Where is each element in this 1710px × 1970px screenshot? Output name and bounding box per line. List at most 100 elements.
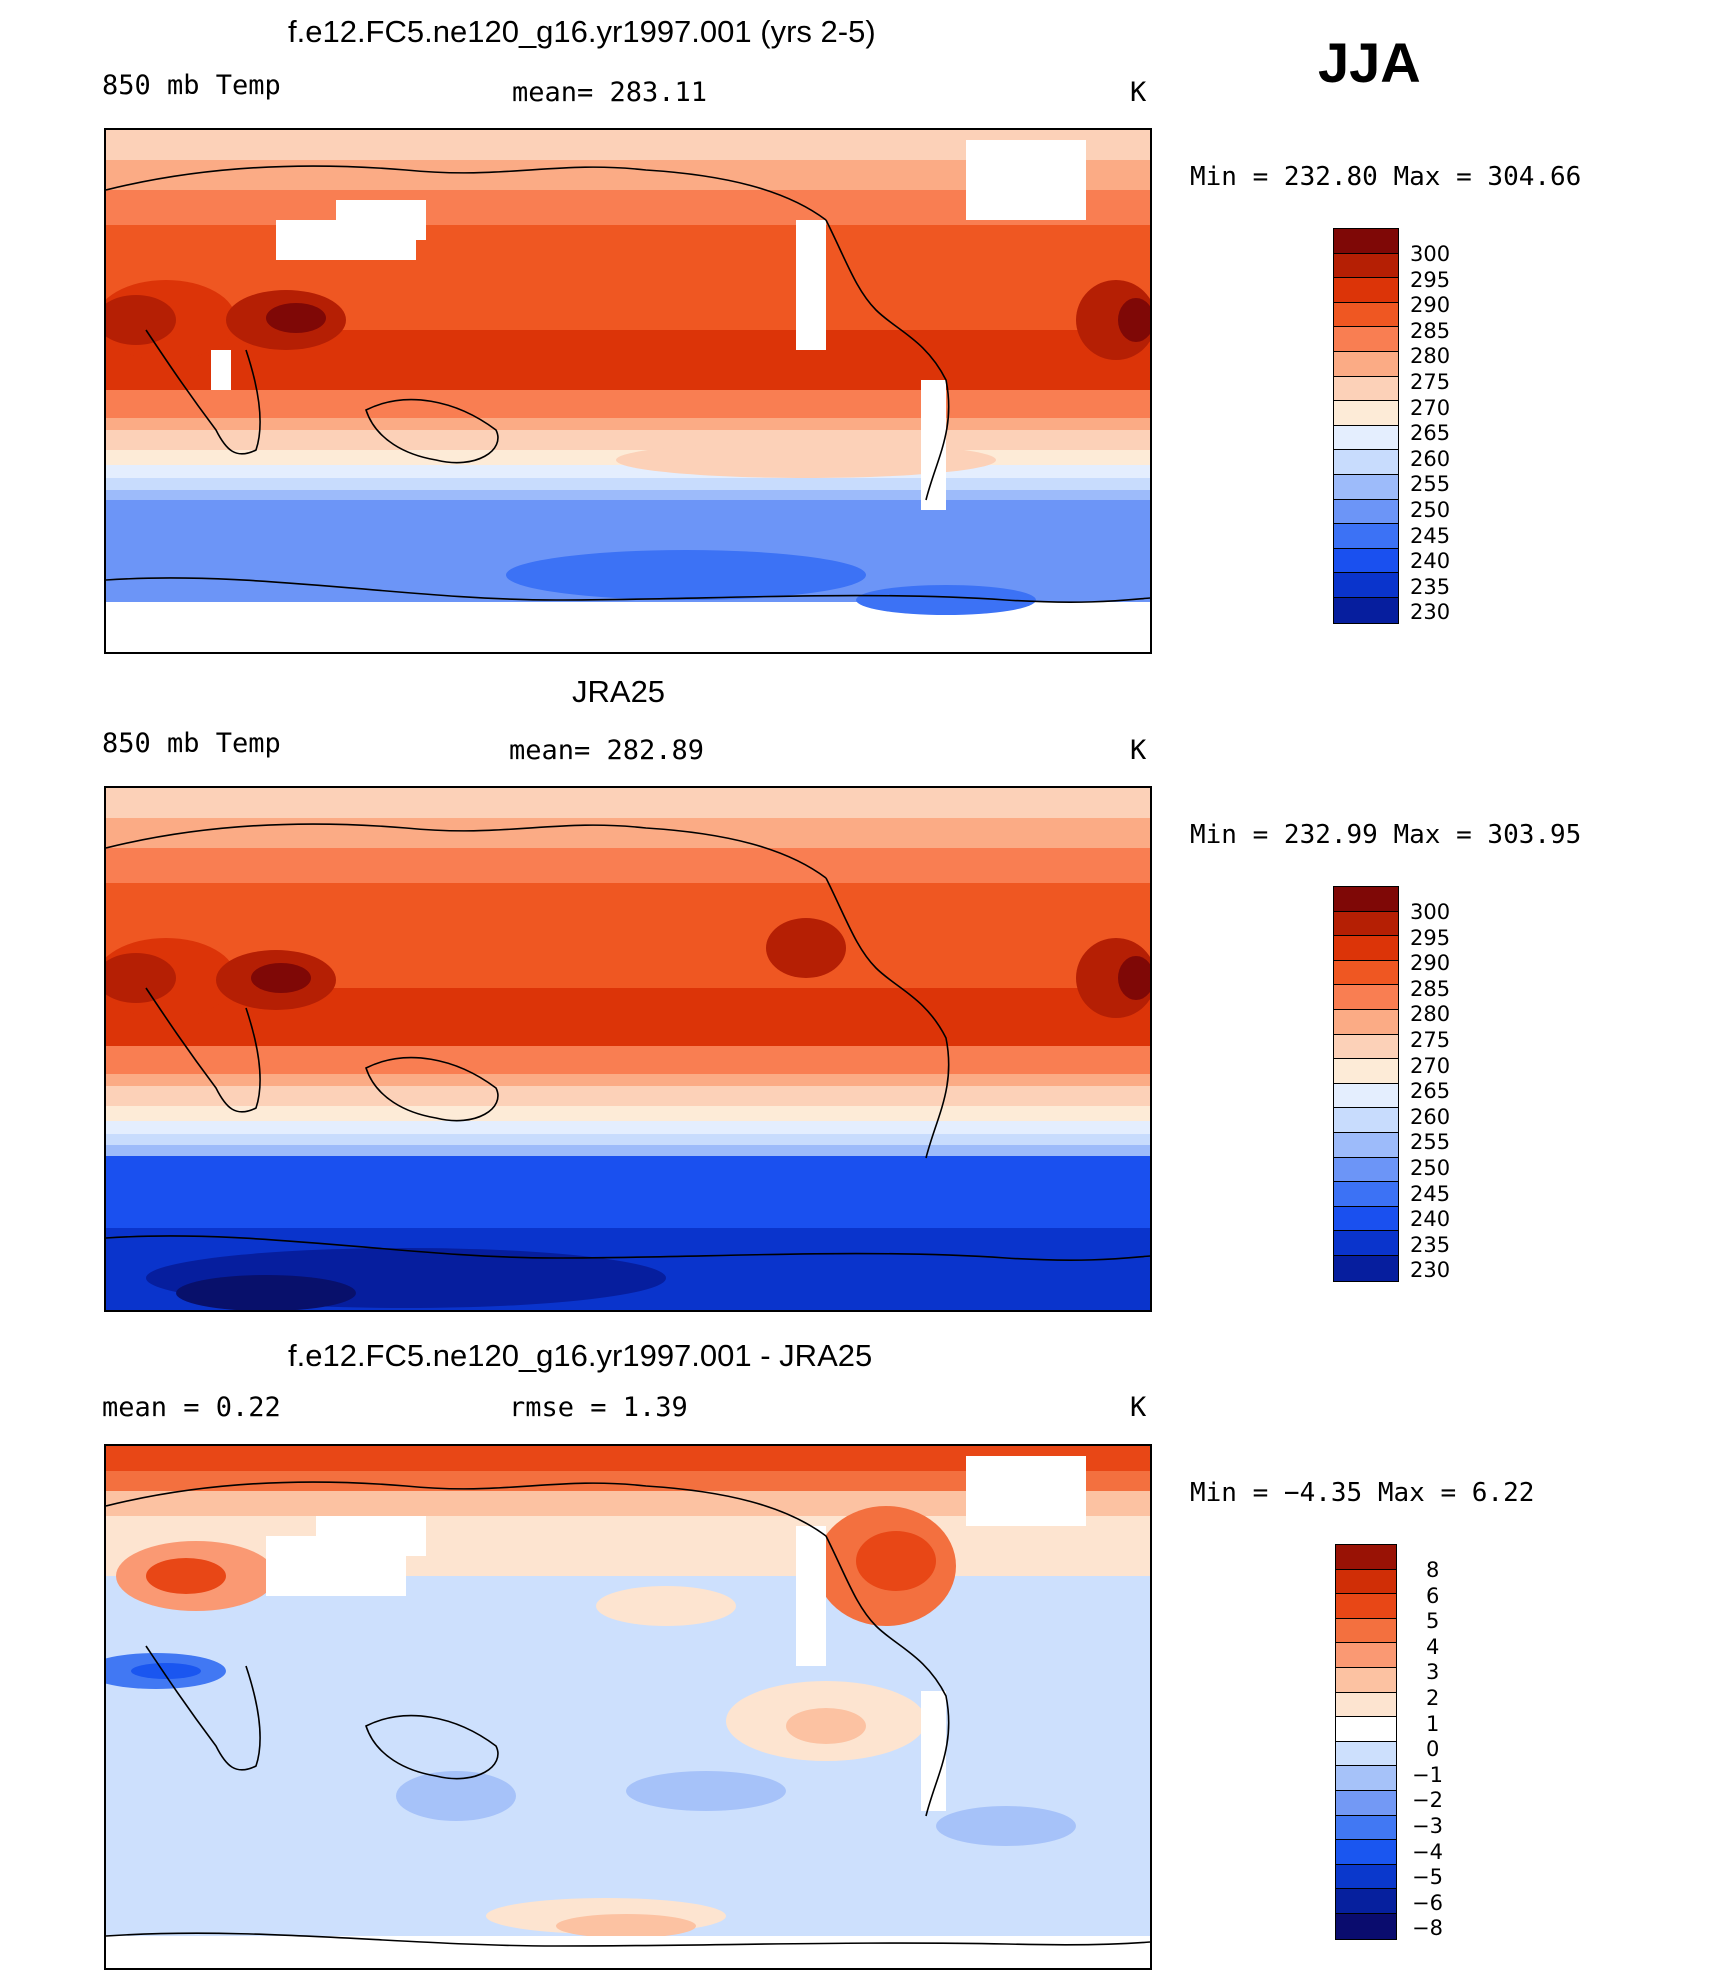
colorbar-swatch (1336, 1840, 1396, 1865)
panel-3-rmse-label: rmse = 1.39 (509, 1392, 688, 1423)
colorbar-swatch (1336, 1741, 1396, 1767)
colorbar-label: 235 (1410, 1232, 1451, 1257)
colorbar-swatch (1334, 1132, 1398, 1158)
colorbar-swatch (1336, 1692, 1396, 1718)
colorbar-label: 240 (1410, 1207, 1451, 1232)
colorbar-swatch (1334, 1231, 1398, 1256)
colorbar-swatch (1336, 1815, 1396, 1841)
colorbar-swatch (1334, 1009, 1398, 1035)
panel-3-units-label: K (1130, 1392, 1147, 1423)
panel-2-map (104, 786, 1152, 1312)
panel-1-min-max: Min = 232.80 Max = 304.66 (1190, 162, 1582, 192)
colorbar-swatch (1336, 1618, 1396, 1644)
colorbar-label: −2 (1412, 1788, 1443, 1813)
colorbar-label: 5 (1426, 1609, 1440, 1634)
colorbar-swatch (1334, 302, 1398, 328)
colorbar-swatch (1336, 1667, 1396, 1693)
colorbar-swatch (1336, 1643, 1396, 1668)
colorbar-label: 260 (1410, 446, 1451, 471)
colorbar-swatch (1334, 936, 1398, 961)
panel-3-mean-label: mean = 0.22 (102, 1392, 281, 1423)
colorbar-label: 275 (1410, 370, 1451, 394)
colorbar-label: 240 (1410, 549, 1451, 574)
colorbar-swatch (1334, 1182, 1398, 1207)
colorbar-swatch (1336, 1790, 1396, 1816)
panel-3-title: f.e12.FC5.ne120_g16.yr1997.001 - JRA25 (288, 1338, 873, 1373)
panel-2-mean-label: mean= 282.89 (509, 735, 705, 766)
colorbar-label: 270 (1410, 395, 1451, 420)
colorbar-label: 265 (1410, 421, 1451, 446)
colorbar-swatch (1334, 229, 1398, 254)
colorbar-label: 285 (1410, 976, 1451, 1001)
panel-2-units-label: K (1130, 735, 1147, 766)
colorbar-swatch (1334, 278, 1398, 303)
colorbar-label: 4 (1426, 1634, 1440, 1659)
colorbar-swatch (1336, 1864, 1396, 1890)
colorbar-label: 295 (1410, 267, 1451, 292)
colorbar-label: 0 (1426, 1737, 1440, 1762)
colorbar-swatch (1334, 887, 1398, 912)
colorbar-label: 255 (1410, 1130, 1451, 1155)
colorbar-swatch (1334, 548, 1398, 574)
colorbar-swatch (1334, 474, 1398, 500)
colorbar-label: 230 (1410, 1258, 1451, 1283)
colorbar-swatch (1334, 425, 1398, 451)
panel-1-mean-label: mean= 283.11 (512, 77, 708, 108)
colorbar-swatch (1334, 376, 1398, 402)
colorbar-swatch (1334, 1059, 1398, 1084)
panel-2-colorbar (1333, 886, 1399, 1282)
colorbar-label: 300 (1410, 900, 1451, 924)
colorbar-label: 290 (1410, 951, 1451, 976)
colorbar-label: 260 (1410, 1104, 1451, 1129)
colorbar-swatch (1336, 1766, 1396, 1791)
panel-1-colorbar (1333, 228, 1399, 624)
panel-1-title: f.e12.FC5.ne120_g16.yr1997.001 (yrs 2-5) (288, 14, 876, 49)
colorbar-label: −6 (1412, 1890, 1443, 1915)
colorbar-label: 255 (1410, 472, 1451, 497)
colorbar-label: 245 (1410, 1181, 1451, 1206)
colorbar-swatch (1334, 499, 1398, 525)
colorbar-swatch (1334, 597, 1398, 623)
colorbar-swatch (1336, 1594, 1396, 1619)
colorbar-label: −4 (1412, 1839, 1443, 1864)
colorbar-swatch (1334, 327, 1398, 352)
colorbar-label: 2 (1426, 1686, 1440, 1710)
panel-1-units-label: K (1130, 77, 1147, 108)
colorbar-swatch (1334, 1255, 1398, 1281)
colorbar-swatch (1334, 351, 1398, 377)
colorbar-swatch (1334, 911, 1398, 937)
colorbar-label: −1 (1412, 1762, 1443, 1787)
colorbar-swatch (1336, 1569, 1396, 1595)
colorbar-swatch (1334, 1034, 1398, 1060)
panel-3-colorbar (1335, 1544, 1397, 1940)
panel-3-map (104, 1444, 1152, 1970)
colorbar-swatch (1334, 1083, 1398, 1109)
colorbar-swatch (1336, 1913, 1396, 1939)
colorbar-label: 235 (1410, 574, 1451, 599)
season-label: JJA (1318, 31, 1421, 94)
colorbar-swatch (1334, 985, 1398, 1010)
colorbar-label: 1 (1426, 1711, 1440, 1736)
colorbar-label: 275 (1410, 1028, 1451, 1052)
colorbar-swatch (1336, 1889, 1396, 1914)
colorbar-label: 8 (1426, 1558, 1440, 1582)
colorbar-swatch (1334, 573, 1398, 598)
colorbar-label: 230 (1410, 600, 1451, 625)
colorbar-label: 3 (1426, 1660, 1440, 1685)
colorbar-swatch (1334, 960, 1398, 986)
colorbar-label: −5 (1412, 1865, 1443, 1890)
colorbar-swatch (1334, 1206, 1398, 1232)
colorbar-label: 250 (1410, 498, 1451, 522)
colorbar-label: 265 (1410, 1079, 1451, 1104)
colorbar-swatch (1336, 1717, 1396, 1742)
colorbar-label: 300 (1410, 242, 1451, 266)
colorbar-label: 270 (1410, 1053, 1451, 1078)
panel-2-title: JRA25 (572, 674, 666, 709)
colorbar-label: 290 (1410, 293, 1451, 318)
panel-1-variable-label: 850 mb Temp (102, 70, 281, 101)
colorbar-swatch (1336, 1545, 1396, 1570)
colorbar-label: −8 (1412, 1916, 1443, 1941)
panel-3-min-max: Min = −4.35 Max = 6.22 (1190, 1478, 1535, 1508)
colorbar-swatch (1334, 1108, 1398, 1133)
colorbar-label: 280 (1410, 1002, 1451, 1027)
